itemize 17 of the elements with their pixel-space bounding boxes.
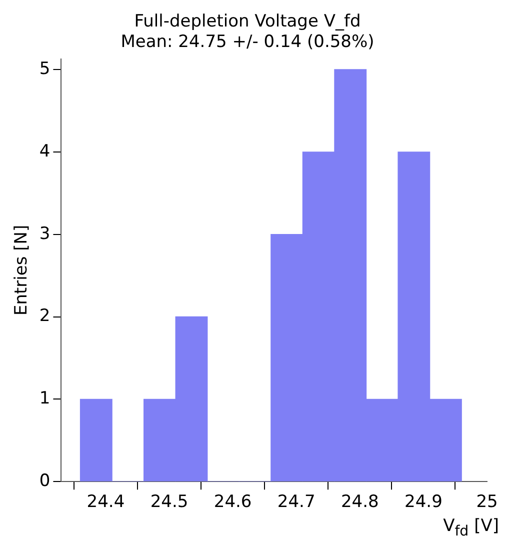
x-tick-label: 24.9 xyxy=(404,492,442,512)
x-axis-title: V$_{fd}$ [V] xyxy=(442,516,500,540)
x-tick-label: 24.8 xyxy=(340,492,379,512)
x-tick-label: 24.6 xyxy=(214,492,252,512)
x-tick-label: 24.7 xyxy=(277,492,316,512)
y-tick-label: 0 xyxy=(39,471,50,492)
y-tick-label: 2 xyxy=(39,306,50,326)
y-tick-label: 1 xyxy=(39,388,50,409)
x-tick-label: 24.4 xyxy=(86,492,125,512)
x-tick-label: 24.5 xyxy=(150,492,188,512)
y-tick-label: 3 xyxy=(39,224,50,244)
chart-title: Full-depletion Voltage V_fd xyxy=(134,12,361,32)
y-tick-label: 4 xyxy=(39,141,50,162)
y-axis-title: Entries [N] xyxy=(12,224,32,316)
chart-subtitle: Mean: 24.75 +/- 0.14 (0.58%) xyxy=(120,32,374,52)
x-tick-label: 25 xyxy=(476,492,498,512)
y-tick-label: 5 xyxy=(39,58,50,79)
